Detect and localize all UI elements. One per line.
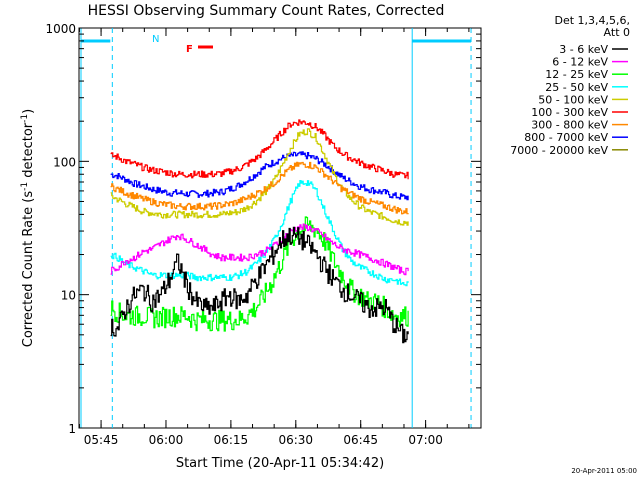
x-tick-label-0: 05:45 (84, 433, 119, 447)
x-tick-label-5: 07:00 (408, 433, 443, 447)
y-tick-label-3: 1000 (45, 22, 76, 36)
series-line-4 (110, 128, 409, 226)
y-axis-label-mid: detector (21, 122, 36, 182)
plot-area: 05:45 06:00 06:15 06:30 06:45 07:00 1 10 100 100… (45, 22, 482, 447)
legend-label-6: 300 - 800 keV (531, 119, 608, 132)
series-line-6 (110, 161, 409, 215)
y-axis-label-sup-2: -1 (20, 114, 30, 123)
y-tick-label-2: 100 (53, 155, 76, 169)
y-axis-label-end: ) (21, 109, 36, 114)
x-tick-label-3: 06:30 (278, 433, 313, 447)
y-axis-label-sup-1: -1 (20, 182, 30, 191)
legend-label-8: 7000 - 20000 keV (510, 144, 608, 157)
series-layer (110, 119, 409, 344)
legend-label-2: 12 - 25 keV (545, 68, 608, 81)
night-region-markers (80, 28, 472, 428)
series-line-2 (110, 216, 409, 332)
y-axis-label: Corrected Count Rate (s-1 detector-1) (20, 109, 36, 347)
legend-header-line1: Det 1,3,4,5,6, (554, 14, 630, 27)
x-tick-label-2: 06:15 (214, 433, 249, 447)
x-axis-label: Start Time (20-Apr-11 05:34:42) (176, 456, 384, 471)
legend-label-3: 25 - 50 keV (545, 81, 608, 94)
legend-label-4: 50 - 100 keV (538, 93, 608, 106)
series-line-3 (110, 180, 409, 287)
flare-marker-label: F (186, 44, 193, 55)
legend-label-0: 3 - 6 keV (559, 43, 608, 56)
series-line-5 (110, 119, 409, 180)
x-tick-label-4: 06:45 (343, 433, 378, 447)
series-line-1 (110, 223, 409, 276)
x-tick-label-1: 06:00 (149, 433, 184, 447)
legend-label-5: 100 - 300 keV (531, 106, 608, 119)
y-tick-label-1: 10 (61, 289, 76, 303)
legend-label-1: 6 - 12 keV (552, 56, 608, 69)
plot-frame (78, 27, 482, 429)
footer-date: 20-Apr-2011 05:00 (571, 467, 637, 475)
y-tick-label-0: 1 (68, 422, 76, 436)
series-line-0 (110, 226, 409, 344)
series-line-7 (110, 151, 409, 201)
x-axis-ticks: 05:45 06:00 06:15 06:30 06:45 07:00 (78, 28, 470, 447)
legend-label-7: 800 - 7000 keV (524, 131, 608, 144)
chart-title: HESSI Observing Summary Count Rates, Cor… (88, 3, 445, 19)
y-axis-ticks: 1 10 100 1000 (45, 22, 481, 436)
y-axis-label-main: Corrected Count Rate (s (21, 191, 36, 348)
legend-header-line2: Att 0 (604, 26, 630, 39)
night-marker-label: N (152, 34, 159, 45)
